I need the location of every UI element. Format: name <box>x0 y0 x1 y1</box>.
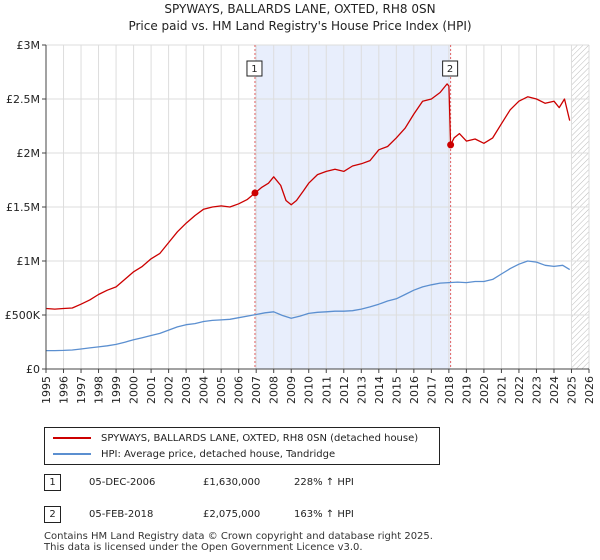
footer-copyright: Contains HM Land Registry data © Crown c… <box>44 531 433 542</box>
sale-label-box <box>246 60 263 77</box>
legend: SPYWAYS, BALLARDS LANE, OXTED, RH8 0SN (… <box>44 427 440 465</box>
x-tick-label: 2000 <box>128 376 141 404</box>
x-tick-label: 2026 <box>583 376 596 404</box>
legend-label-property: SPYWAYS, BALLARDS LANE, OXTED, RH8 0SN (… <box>101 432 419 444</box>
y-tick-label: £0 <box>26 363 40 376</box>
x-tick-label: 2012 <box>338 376 351 404</box>
x-tick-label: 2020 <box>478 376 491 404</box>
x-tick-label: 2011 <box>320 376 333 404</box>
y-tick-label: £500K <box>5 309 41 322</box>
legend-item-property: SPYWAYS, BALLARDS LANE, OXTED, RH8 0SN (… <box>53 430 418 446</box>
y-tick-label: £2.5M <box>6 93 40 106</box>
sale-hpi-change: 163% ↑ HPI <box>294 509 354 520</box>
x-tick-label: 2018 <box>443 376 456 404</box>
y-tick-label: £2M <box>17 147 41 160</box>
property-price-line <box>45 83 571 310</box>
x-tick-label: 2002 <box>163 376 176 404</box>
x-tick-label: 2023 <box>530 376 543 404</box>
x-tick-label: 2021 <box>495 376 508 404</box>
x-tick-label: 2015 <box>390 376 403 404</box>
x-tick-label: 1999 <box>110 376 123 404</box>
x-tick-label: 2022 <box>513 376 526 404</box>
x-tick-label: 1995 <box>40 376 53 404</box>
x-tick-label: 2013 <box>355 376 368 404</box>
sale-price: £1,630,000 <box>203 477 261 488</box>
x-tick-label: 1998 <box>93 376 106 404</box>
chart-title: SPYWAYS, BALLARDS LANE, OXTED, RH8 0SN <box>164 2 436 16</box>
sale-label-text: 1 <box>251 64 257 75</box>
y-tick-label: £1.5M <box>6 201 40 214</box>
sale-label-text: 2 <box>447 64 453 75</box>
sale-hpi-change: 228% ↑ HPI <box>294 477 354 488</box>
sale-label-box <box>442 60 459 77</box>
chart-subtitle: Price paid vs. HM Land Registry's House … <box>128 19 472 33</box>
y-tick-label: £3M <box>17 39 41 52</box>
legend-item-hpi: HPI: Average price, detached house, Tand… <box>53 446 335 462</box>
x-tick-label: 2010 <box>303 376 316 404</box>
x-tick-label: 2017 <box>425 376 438 404</box>
footer-licence: This data is licensed under the Open Gov… <box>44 542 363 553</box>
x-tick-label: 2004 <box>198 376 211 404</box>
hpi-line <box>46 260 571 352</box>
x-tick-label: 2008 <box>268 376 281 404</box>
sale-number-badge: 2 <box>44 506 61 523</box>
legend-swatch-property <box>53 437 91 439</box>
sale-date: 05-DEC-2006 <box>89 477 156 488</box>
x-tick-label: 1996 <box>58 376 71 404</box>
sale-row-2: 2 05-FEB-2018 £2,075,000 163% ↑ HPI <box>0 506 600 526</box>
y-tick-label: £1M <box>17 255 41 268</box>
x-tick-label: 2006 <box>233 376 246 404</box>
x-tick-label: 2001 <box>145 376 158 404</box>
legend-label-hpi: HPI: Average price, detached house, Tand… <box>101 448 336 460</box>
x-tick-label: 1997 <box>75 376 88 404</box>
sale-price: £2,075,000 <box>203 509 261 520</box>
sale-row-1: 1 05-DEC-2006 £1,630,000 228% ↑ HPI <box>0 474 600 494</box>
x-tick-label: 2007 <box>250 376 263 404</box>
x-tick-label: 2005 <box>215 376 228 404</box>
sale-point <box>447 141 455 149</box>
sale-point <box>251 189 259 197</box>
price-chart: 1 2 £0 £500K £1M £1.5M £2M £2.5M £3M 1995 1996 199… <box>5 39 596 404</box>
x-tick-label: 2009 <box>285 376 298 404</box>
x-tick-label: 2019 <box>460 376 473 404</box>
x-tick-label: 2025 <box>565 376 578 404</box>
sale-number-badge: 1 <box>44 474 61 491</box>
x-tick-label: 2014 <box>373 376 386 404</box>
x-tick-label: 2016 <box>408 376 421 404</box>
legend-swatch-hpi <box>53 453 91 455</box>
x-tick-label: 2024 <box>548 376 561 404</box>
sale-date: 05-FEB-2018 <box>89 509 154 520</box>
x-tick-label: 2003 <box>180 376 193 404</box>
